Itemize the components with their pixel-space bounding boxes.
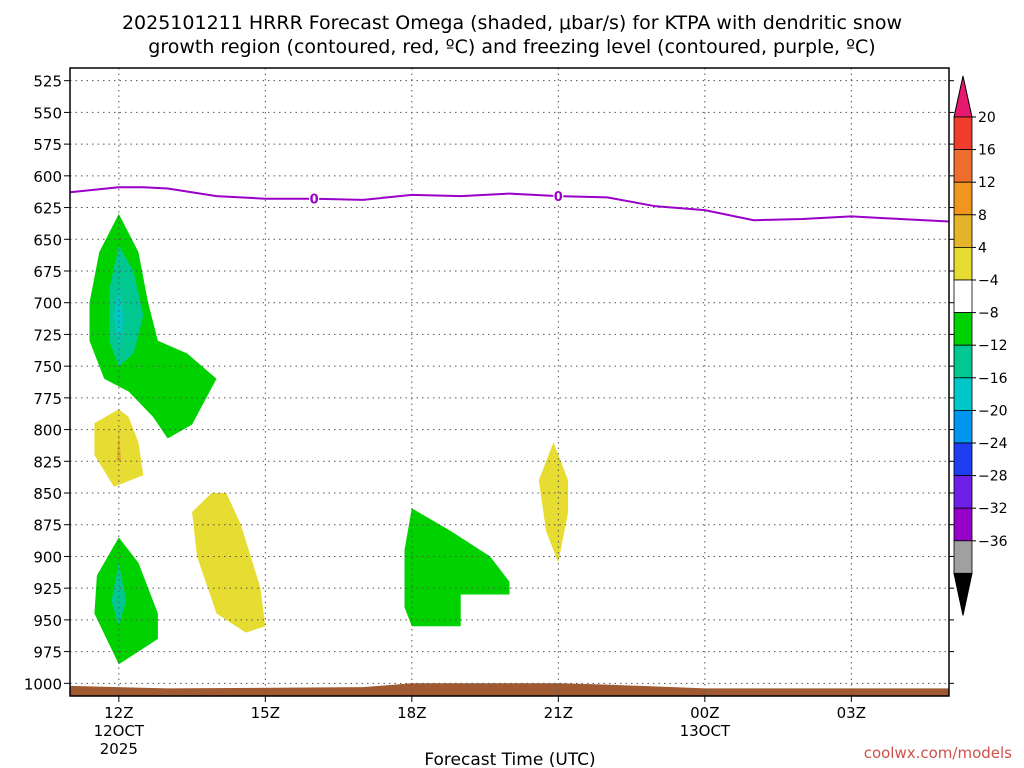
y-tick-label-900: 900 <box>33 548 62 566</box>
y-tick-label-775: 775 <box>33 390 62 408</box>
freezing-level-label-1: 0 <box>554 190 563 205</box>
y-tick-label-625: 625 <box>33 200 62 218</box>
x-tick-label-9-0: 21Z <box>544 704 573 722</box>
freezing-label-bg-0 <box>309 191 320 206</box>
y-tick-label-925: 925 <box>33 580 62 598</box>
y-tick-label-575: 575 <box>33 136 62 154</box>
y-tick-label-750: 750 <box>33 358 62 376</box>
colorbar-segment-0 <box>953 116 973 150</box>
colorbar-segment-1 <box>953 149 973 183</box>
colorbar-segment-10 <box>953 442 973 476</box>
colorbar-segment-9 <box>953 409 973 444</box>
colorbar-label-2: 12 <box>978 175 996 191</box>
colorbar-label-12: −32 <box>978 501 1008 517</box>
colorbar-bottom-arrow <box>953 572 973 616</box>
colorbar-label-8: −16 <box>978 371 1008 387</box>
freezing-label-bg-1 <box>553 189 564 204</box>
y-tick-label-725: 725 <box>33 326 62 344</box>
colorbar-segment-8 <box>953 377 973 411</box>
colorbar-segment-13 <box>953 540 973 574</box>
omega-shaded-regions <box>70 213 949 696</box>
omega-region-2 <box>114 287 124 348</box>
y-tick-label-600: 600 <box>33 168 62 186</box>
y-tick-label-550: 550 <box>33 104 62 122</box>
y-tick-label-950: 950 <box>33 612 62 630</box>
colorbar-label-5: −4 <box>978 273 999 289</box>
colorbar-label-10: −24 <box>978 436 1008 452</box>
y-tick-label-525: 525 <box>33 73 62 91</box>
chart-title-line-1: 2025101211 HRRR Forecast Omega (shaded, … <box>122 12 902 34</box>
y-tick-label-875: 875 <box>33 517 62 535</box>
colorbar-label-3: 8 <box>978 208 987 224</box>
colorbar-label-0: 20 <box>978 110 996 126</box>
colorbar-segment-5 <box>953 279 973 313</box>
omega-region-6 <box>111 562 127 627</box>
plot-frame <box>69 67 950 697</box>
omega-region-0 <box>89 213 217 439</box>
x-tick-label-15-0: 03Z <box>837 704 866 722</box>
y-tick-label-975: 975 <box>33 644 62 662</box>
y-tick-label-825: 825 <box>33 453 62 471</box>
credit-text: coolwx.com/models <box>864 744 1012 762</box>
colorbar-top-arrow <box>953 75 973 118</box>
y-tick-label-650: 650 <box>33 231 62 249</box>
x-tick-label-6-0: 18Z <box>397 704 426 722</box>
colorbar-segment-7 <box>953 344 973 379</box>
chart-title-line-2: growth region (contoured, red, ºC) and f… <box>148 36 875 58</box>
colorbar-segment-11 <box>953 475 973 509</box>
grid-lines <box>70 68 949 696</box>
omega-region-7 <box>192 493 266 633</box>
x-tick-label-0-1: 12OCT <box>94 722 145 740</box>
colorbar-segment-6 <box>953 312 973 346</box>
terrain-shading <box>70 683 949 696</box>
colorbar-segment-3 <box>953 214 973 248</box>
y-tick-label-800: 800 <box>33 422 62 440</box>
omega-region-8 <box>404 508 510 627</box>
colorbar-label-7: −12 <box>978 338 1008 354</box>
omega-region-9 <box>538 442 569 563</box>
colorbar-label-13: −36 <box>978 534 1008 550</box>
x-tick-label-0-0: 12Z <box>104 704 133 722</box>
colorbar-label-1: 16 <box>978 143 996 159</box>
freezing-level-line <box>69 186 950 223</box>
y-tick-label-700: 700 <box>33 295 62 313</box>
x-tick-label-0-2: 2025 <box>100 740 138 758</box>
colorbar-label-6: −8 <box>978 306 999 322</box>
x-tick-label-12-0: 00Z <box>690 704 719 722</box>
x-tick-label-12-1: 13OCT <box>680 722 731 740</box>
colorbar-segment-4 <box>953 246 973 281</box>
colorbar-segment-12 <box>953 507 973 542</box>
y-tick-label-675: 675 <box>33 263 62 281</box>
omega-region-4 <box>116 429 122 462</box>
y-tick-label-850: 850 <box>33 485 62 503</box>
colorbar-label-9: −20 <box>978 403 1008 419</box>
colorbar-segment-2 <box>953 181 973 216</box>
freezing-level-label-0: 0 <box>310 193 319 208</box>
omega-colorbar: 20 16 12 8 4 −4 −8 −12 −16 −20 −24 −28 −32 −36 <box>953 75 1008 616</box>
colorbar-label-11: −28 <box>978 469 1008 485</box>
colorbar-label-4: 4 <box>978 240 987 256</box>
y-axis-pressure-ticks: 525 550 575 600 625 650 675 700 725 750 775 800 825 8… <box>24 73 954 693</box>
x-axis-label: Forecast Time (UTC) <box>424 750 595 768</box>
x-tick-label-3-0: 15Z <box>251 704 280 722</box>
y-tick-label-1000: 1000 <box>24 675 62 693</box>
